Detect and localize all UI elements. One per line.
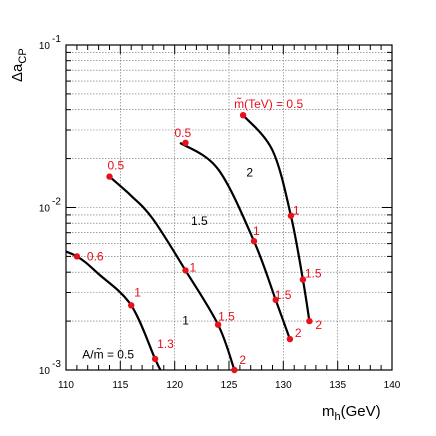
data-points: 0.6 1 1.3 0.5 1 1.5 2 0.5 1 1.5 2 m̃(TeV) = 0.5 1 1.5… [73,96,322,374]
data-point [106,173,113,180]
data-point [306,317,313,325]
point-label: 1.5 [218,310,235,324]
point-label: 1 [293,204,300,218]
x-axis-title: mh(GeV) [322,403,381,423]
x-axis-title-sub: h [335,411,341,423]
point-label: 2 [295,326,302,340]
curve-annotation: 2 [246,166,253,180]
point-label: 1.3 [157,337,174,351]
x-tick-label: 135 [329,380,346,391]
point-label: 2 [239,353,246,367]
curve-annotations: A/m̃ = 0.5 1 1.5 2 [82,166,253,362]
point-label: 1 [190,260,197,274]
y-axis-title: ΔaCP [9,48,29,82]
curve-annotation: 1.5 [191,214,208,228]
curve-annotation: 1 [182,314,189,328]
data-point [214,321,222,328]
curves [66,114,311,370]
point-label: 0.5 [108,159,125,173]
y-tick-label-exponent: -2 [52,197,61,208]
x-axis-title-unit: (GeV) [341,403,381,420]
data-point [73,253,81,260]
data-point [287,212,295,219]
point-label: 1 [134,285,141,299]
y-tick-label-base: 10 [39,204,51,215]
x-tick-label: 110 [58,380,74,391]
point-label: 1 [253,224,260,238]
x-axis-title-main: m [322,403,335,420]
point-label: 1.5 [305,267,322,281]
data-point [272,296,279,304]
y-axis-title-sub: CP [17,48,29,63]
y-tick-label-exponent: -1 [52,34,61,45]
y-axis-title-main: Δa [9,63,26,82]
data-point [128,302,135,309]
y-tick-label-base: 10 [39,41,51,52]
curve-line [179,141,291,340]
data-point [299,276,307,283]
data-point [239,112,247,119]
point-label: 1.5 [275,288,292,302]
x-tick-label: 140 [384,380,401,391]
point-label: 0.6 [87,249,104,263]
x-tick-label: 125 [221,380,238,391]
x-tick-label: 130 [275,380,292,391]
point-label: 2 [315,318,322,332]
data-point [286,335,294,343]
point-label: m̃(TeV) = 0.5 [234,96,303,111]
curve-annotation: A/m̃ = 0.5 [82,346,134,361]
grid-lines [66,45,392,370]
y-tick-label-exponent: -3 [52,359,61,370]
data-point [250,238,258,245]
data-point [182,267,189,274]
data-point [182,139,189,146]
x-tick-label: 115 [112,380,128,391]
data-point [151,355,159,363]
curve-line [108,175,236,370]
y-tick-label-base: 10 [39,366,51,377]
data-point [231,366,238,374]
x-tick-label: 120 [166,380,183,391]
point-label: 0.5 [175,126,192,140]
